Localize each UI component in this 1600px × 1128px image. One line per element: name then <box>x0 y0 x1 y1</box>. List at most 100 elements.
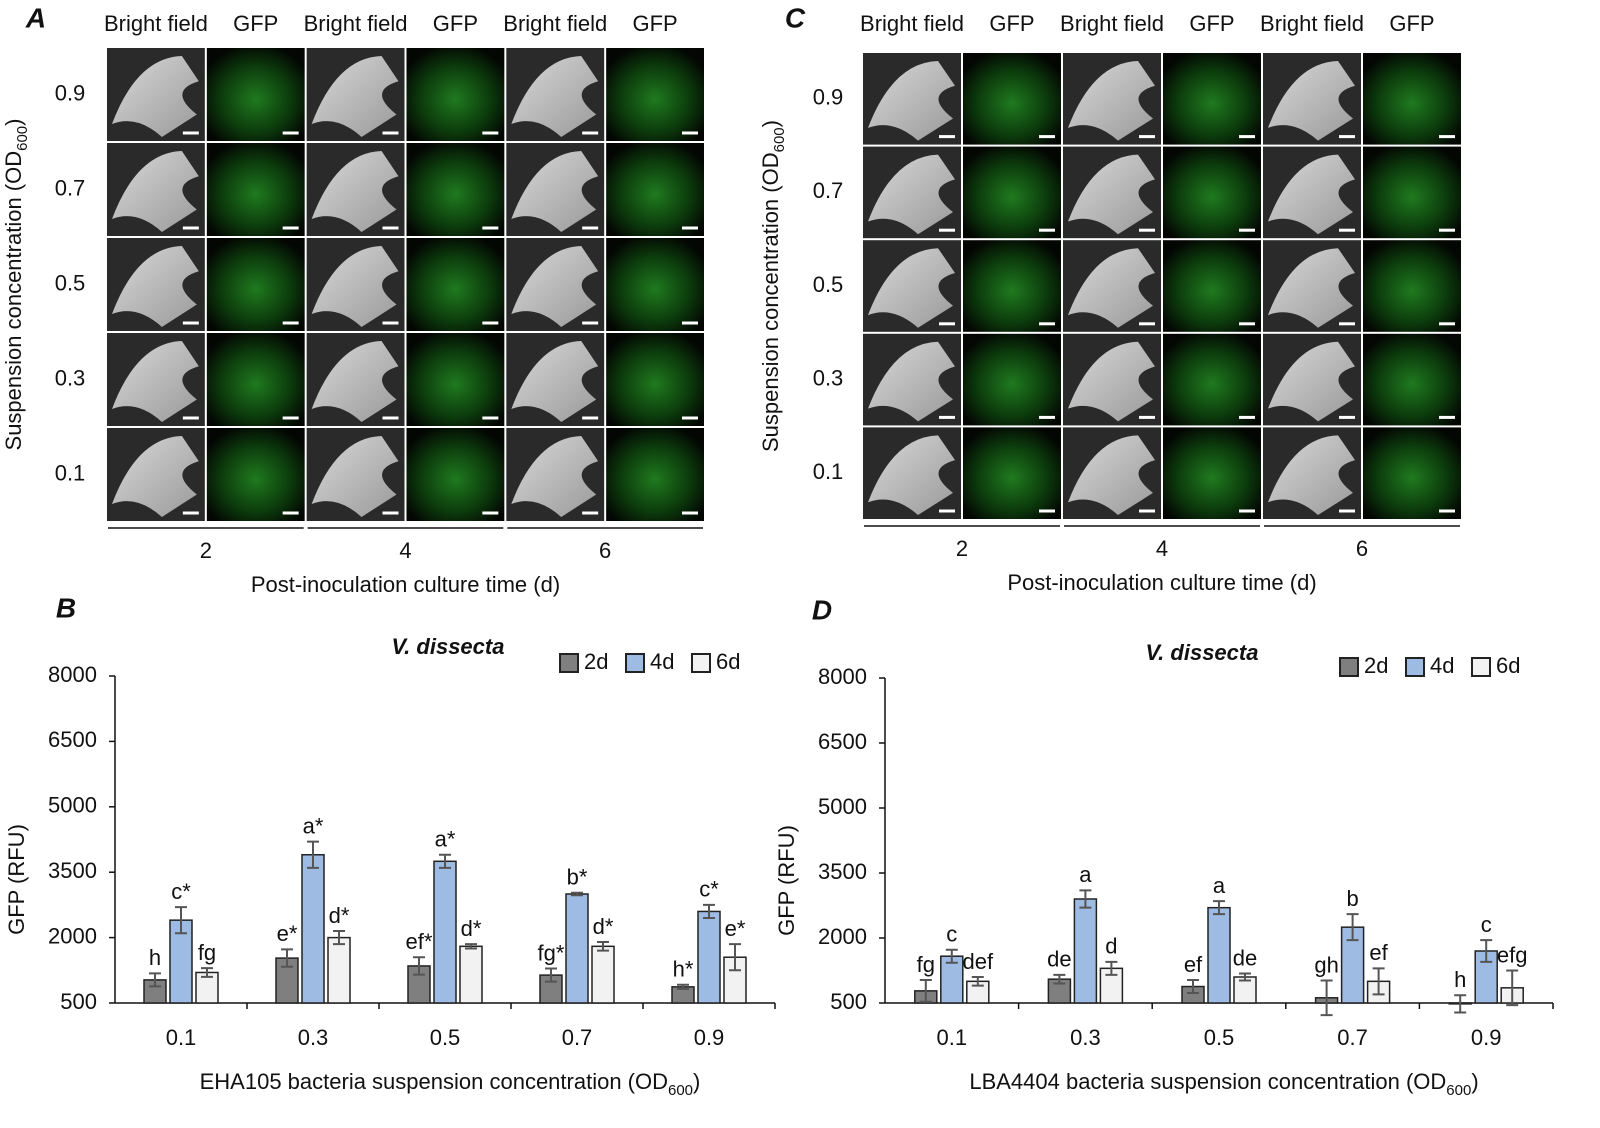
significance-letter: de <box>1233 945 1257 970</box>
significance-letter: h* <box>673 957 694 982</box>
row-label: 0.7 <box>55 175 86 200</box>
column-heading: GFP <box>233 11 278 36</box>
leaf <box>112 151 199 232</box>
legend-label: 4d <box>1430 653 1454 678</box>
micrograph <box>606 333 704 426</box>
leaf <box>868 435 955 515</box>
micrograph <box>1163 333 1261 426</box>
bar <box>433 860 457 1004</box>
y-tick-label: 6500 <box>818 729 867 754</box>
error-bar <box>1346 913 1359 942</box>
micrograph <box>1163 146 1261 239</box>
leaf <box>311 436 399 517</box>
significance-letter: b* <box>567 865 588 890</box>
y-axis-label-sub: 600 <box>14 126 31 151</box>
column-heading: Bright field <box>860 11 964 36</box>
y-tick-label: 2000 <box>48 923 97 948</box>
leaf <box>311 56 399 137</box>
group-label: 2 <box>956 536 968 561</box>
error-bar <box>571 891 583 897</box>
error-bar <box>1213 900 1225 916</box>
significance-letter: h <box>149 945 161 970</box>
leaf <box>868 248 955 328</box>
x-axis-label-end: ) <box>693 1069 700 1094</box>
legend-swatch <box>691 653 711 673</box>
micrograph <box>606 143 704 236</box>
column-heading: GFP <box>1389 11 1434 36</box>
micrograph <box>406 428 505 521</box>
micrograph <box>206 333 305 426</box>
significance-letter: b <box>1346 886 1358 911</box>
leaf <box>868 341 955 422</box>
group-label: 4 <box>399 538 411 563</box>
bar <box>591 945 615 1004</box>
micrograph <box>206 143 305 236</box>
column-heading: Bright field <box>1060 11 1164 36</box>
micrograph <box>406 143 505 236</box>
y-axis-label-main: Suspension concentration (OD <box>1 151 26 451</box>
micrograph <box>1363 240 1461 332</box>
legend-swatch <box>1339 657 1359 677</box>
legend-swatch <box>625 653 645 673</box>
row-label: 0.5 <box>55 270 86 295</box>
bar <box>1207 906 1231 1004</box>
leaf <box>1068 248 1155 328</box>
error-bar <box>703 903 715 919</box>
y-axis-label: Suspension concentration (OD600) <box>1 119 32 451</box>
x-tick-label: 0.1 <box>937 1025 968 1050</box>
leaf <box>511 246 599 327</box>
significance-letter: d <box>1105 934 1117 959</box>
error-bar <box>597 940 609 952</box>
panel-letter: A <box>25 2 46 33</box>
leaf <box>1268 248 1355 328</box>
y-tick-label: 3500 <box>48 858 97 883</box>
x-tick-label: 0.9 <box>694 1025 725 1050</box>
row-label: 0.9 <box>55 80 86 105</box>
significance-letter: ef <box>1184 952 1203 977</box>
micrograph <box>1363 146 1461 239</box>
significance-letter: fg <box>198 940 216 965</box>
x-tick-label: 0.1 <box>166 1025 197 1050</box>
bar <box>565 893 589 1004</box>
row-label: 0.7 <box>813 178 844 203</box>
leaf <box>511 436 599 517</box>
y-axis-label: GFP (RFU) <box>4 824 29 935</box>
legend-label: 2d <box>1364 653 1388 678</box>
error-bar <box>1053 973 1066 985</box>
y-tick-label: 500 <box>830 989 867 1014</box>
micrograph <box>963 146 1061 239</box>
x-axis-label-sub: 600 <box>1446 1082 1471 1099</box>
micrograph <box>1163 53 1261 145</box>
error-bar <box>1506 969 1519 1007</box>
row-label: 0.3 <box>55 365 86 390</box>
y-tick-label: 2000 <box>818 924 867 949</box>
micrograph <box>206 238 305 331</box>
leaf <box>511 151 599 232</box>
legend-label: 2d <box>584 649 608 674</box>
leaf <box>112 56 199 137</box>
micrograph <box>1363 333 1461 426</box>
column-heading: Bright field <box>104 11 208 36</box>
micrograph <box>963 53 1061 145</box>
x-tick-label: 0.9 <box>1471 1025 1502 1050</box>
x-tick-label: 0.3 <box>298 1025 329 1050</box>
error-bar <box>1320 979 1333 1017</box>
chart-title: V. dissecta <box>1146 640 1259 665</box>
x-axis-label-main: EHA105 bacteria suspension concentration… <box>200 1069 668 1094</box>
error-bar <box>677 983 689 991</box>
panel-letter: C <box>785 2 806 33</box>
significance-letter: d* <box>329 903 350 928</box>
row-label: 0.1 <box>55 460 86 485</box>
x-axis-label-end: ) <box>1471 1069 1478 1094</box>
panel-letter: B <box>56 592 76 623</box>
significance-letter: d* <box>461 916 482 941</box>
micrograph <box>406 48 505 141</box>
row-label: 0.5 <box>813 272 844 297</box>
leaf <box>311 341 399 422</box>
y-tick-label: 6500 <box>48 727 97 752</box>
micrograph <box>606 48 704 141</box>
leaf <box>311 246 399 327</box>
error-bar <box>1187 979 1199 995</box>
y-axis-label-end: ) <box>1 119 26 126</box>
